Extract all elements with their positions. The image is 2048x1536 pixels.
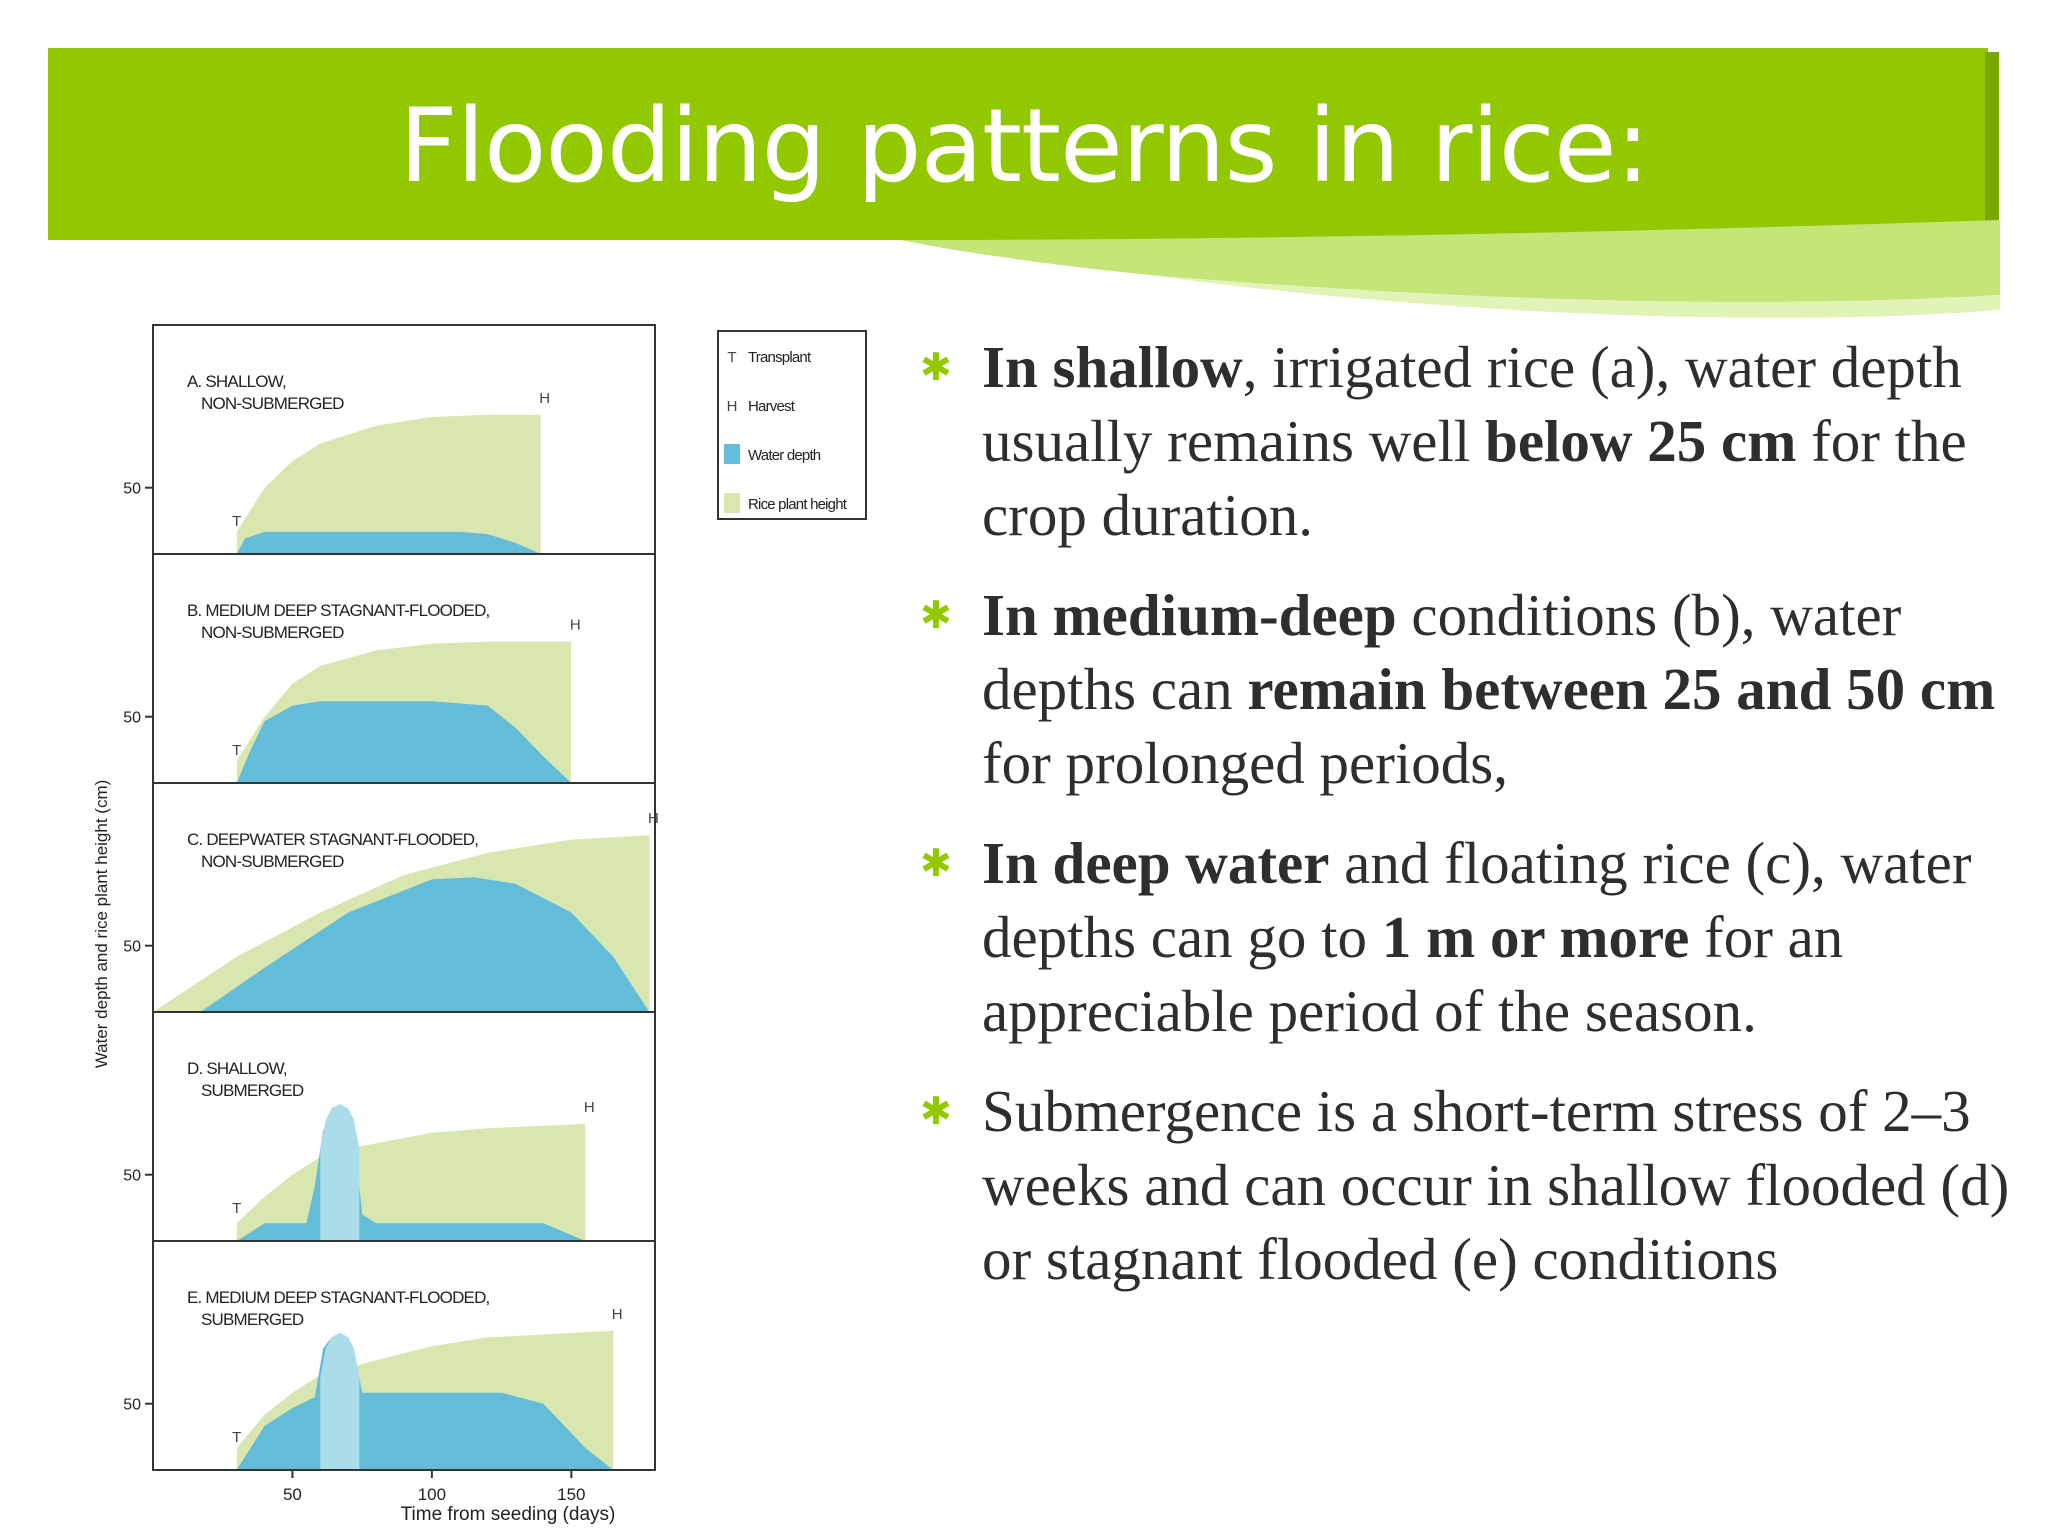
x-axis: 50 100 150 (283, 1470, 586, 1504)
y-tick-label: 50 (123, 710, 141, 727)
panel: C. DEEPWATER STAGNANT-FLOODED, NON-SUBMER… (123, 782, 659, 1013)
panel: A. SHALLOW, NON-SUBMERGED 50 T H (123, 324, 656, 555)
bullet-text: for prolonged periods, (982, 730, 1508, 796)
panel: D. SHALLOW, SUBMERGED 50 T H (123, 1011, 656, 1242)
bullet-star-icon: ✱ (920, 593, 952, 637)
panel: E. MEDIUM DEEP STAGNANT-FLOODED, SUBMERGE… (123, 1240, 656, 1471)
bullet-emphasis: In medium-deep (982, 582, 1397, 648)
bullet-text: and floating rice (c), water depths can … (982, 830, 1972, 970)
bullet-item: ✱ Submergence is a short-term stress of 2… (918, 1074, 2033, 1296)
title-bar (48, 48, 1988, 240)
harvest-marker: H (570, 617, 581, 634)
harvest-marker: H (539, 390, 550, 407)
panel-label: C. DEEPWATER STAGNANT-FLOODED, (187, 830, 478, 849)
panel-label-line2: SUBMERGED (201, 1081, 304, 1100)
bullet-star-icon: ✱ (920, 841, 952, 885)
x-tick-label: 100 (418, 1485, 446, 1504)
bullet-text: for an appreciable period of the season. (982, 904, 1844, 1044)
panel-label: D. SHALLOW, (187, 1059, 287, 1078)
bullet-text: conditions (b), water depths can (982, 582, 1902, 722)
legend-swatch (724, 444, 740, 464)
panel-label-line2: NON-SUBMERGED (201, 623, 344, 642)
submerged-peak-area (320, 1104, 360, 1241)
bullet-text: for the crop duration. (982, 408, 1967, 548)
panel-label-line2: SUBMERGED (201, 1310, 304, 1329)
y-tick-label: 50 (123, 481, 141, 498)
transplant-marker: T (232, 1429, 241, 1446)
x-tick-label: 150 (557, 1485, 585, 1504)
transplant-marker: T (232, 742, 241, 759)
panel-label-line2: NON-SUBMERGED (201, 394, 344, 413)
x-tick-label: 50 (283, 1485, 302, 1504)
bullet-item: ✱ In medium-deep conditions (b), water de… (918, 578, 2033, 800)
bullet-star-icon: ✱ (920, 1089, 952, 1133)
bullet-emphasis: 1 m or more (1381, 904, 1690, 970)
bullet-emphasis: In deep water (982, 830, 1330, 896)
title-swoosh (900, 220, 2000, 318)
bullet-emphasis: remain between 25 and 50 cm (1247, 656, 1996, 722)
legend-key: H (727, 398, 738, 415)
y-tick-label: 50 (123, 1397, 141, 1414)
flooding-chart: Water depth and rice plant height (cm) A… (92, 324, 867, 1525)
bullet-emphasis: below 25 cm (1485, 408, 1797, 474)
bullet-text: , irrigated rice (a), water depth usuall… (982, 334, 1962, 474)
legend-box (717, 330, 867, 520)
y-tick-label: 50 (123, 1168, 141, 1185)
submerged-peak-area (320, 1333, 360, 1470)
legend-label: Transplant (748, 349, 812, 366)
panel-label: E. MEDIUM DEEP STAGNANT-FLOODED, (187, 1288, 490, 1307)
bullet-list: ✱ In shallow, irrigated rice (a), water d… (918, 330, 2033, 1322)
x-axis-label: Time from seeding (days) (401, 1504, 616, 1525)
water-depth-area (236, 701, 572, 783)
transplant-marker: T (232, 513, 241, 530)
water-depth-area (200, 877, 650, 1012)
bullet-emphasis: In shallow (982, 334, 1243, 400)
legend-label: Water depth (748, 447, 821, 464)
plant-height-area (236, 414, 541, 554)
y-tick-label: 50 (123, 939, 141, 956)
panel-label: A. SHALLOW, (187, 372, 286, 391)
harvest-marker: H (612, 1306, 623, 1323)
transplant-marker: T (232, 1200, 241, 1217)
legend-label: Harvest (748, 398, 796, 415)
bullet-item: ✱ In shallow, irrigated rice (a), water d… (918, 330, 2033, 552)
water-depth-area (236, 531, 541, 554)
panel-label: B. MEDIUM DEEP STAGNANT-FLOODED, (187, 601, 490, 620)
legend-label: Rice plant height (748, 496, 848, 513)
slide-title: Flooding patterns in rice: (399, 86, 1650, 206)
panel: B. MEDIUM DEEP STAGNANT-FLOODED, NON-SUBM… (123, 553, 656, 784)
legend-swatch (724, 493, 740, 513)
legend: T Transplant H Harvest Water depth Rice plant… (717, 330, 867, 520)
harvest-marker: H (584, 1099, 595, 1116)
bullet-item: ✱ In deep water and floating rice (c), w… (918, 826, 2033, 1048)
panel-frame (152, 1240, 656, 1471)
title-bar-shadow (1985, 52, 1999, 238)
bullet-star-icon: ✱ (920, 345, 952, 389)
y-axis-label: Water depth and rice plant height (cm) (92, 780, 111, 1069)
bullet-text: Submergence is a short-term stress of 2–… (982, 1078, 2010, 1292)
legend-key: T (727, 349, 736, 366)
harvest-marker: H (648, 810, 659, 827)
panel-label-line2: NON-SUBMERGED (201, 852, 344, 871)
